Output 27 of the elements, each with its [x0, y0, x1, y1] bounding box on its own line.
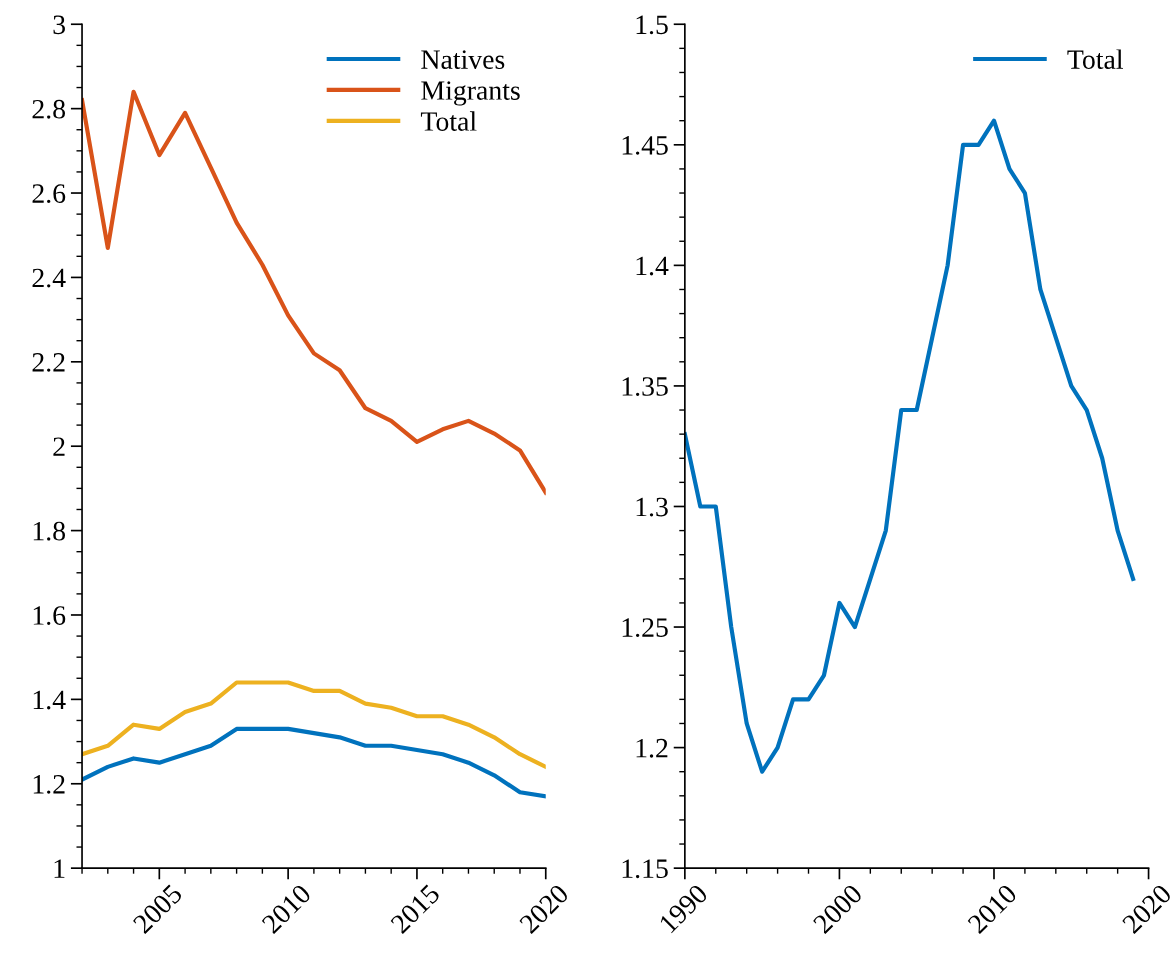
legend-label: Natives [421, 50, 505, 69]
y-tick-label: 1.35 [622, 377, 668, 396]
y-tick-label: 1.2 [33, 775, 65, 794]
y-tick-label: 1.3 [636, 497, 668, 517]
y-tick-label: 2 [53, 437, 65, 456]
x-tick-label: 1990 [658, 883, 709, 934]
line-series [82, 680, 546, 769]
legend-label: Total [420, 111, 477, 131]
y-tick-label: 1.15 [622, 859, 668, 879]
legend-label: Migrants [421, 81, 520, 106]
y-tick-label: 2.8 [32, 99, 66, 119]
line-series [82, 726, 546, 799]
y-tick-label: 2.4 [32, 268, 66, 288]
y-tick-label: 3 [53, 15, 65, 35]
y-tick-label: 1.2 [636, 738, 668, 758]
line-series [684, 118, 1136, 774]
y-tick-label: 1 [54, 859, 65, 878]
y-tick-label: 1.25 [622, 618, 668, 638]
y-tick-label: 1.4 [636, 256, 669, 276]
y-tick-label: 2.2 [32, 353, 65, 372]
y-tick-label: 1.4 [33, 690, 66, 710]
y-tick-label: 2.6 [32, 184, 66, 204]
y-tick-label: 1.5 [636, 15, 668, 35]
y-tick-label: 1.45 [622, 136, 668, 155]
legend-label: Total [1067, 49, 1123, 69]
y-tick-label: 1.8 [33, 521, 66, 541]
y-tick-label: 1.6 [33, 606, 66, 626]
